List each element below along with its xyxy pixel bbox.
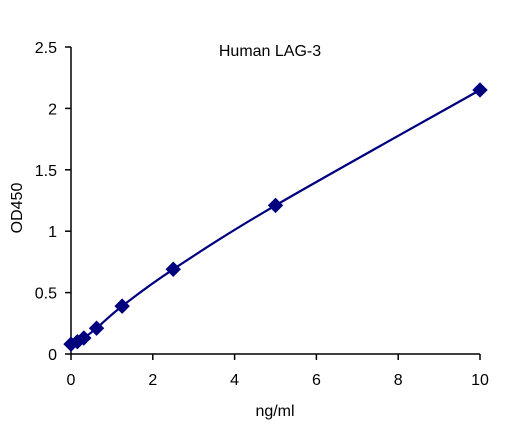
y-tick-label: 1 [48, 224, 57, 241]
chart-title: Human LAG-3 [219, 43, 321, 60]
x-tick-label: 4 [230, 372, 239, 389]
data-point [472, 82, 488, 98]
x-tick-label: 8 [394, 372, 403, 389]
data-point [165, 261, 181, 277]
y-axis-title: OD450 [9, 183, 26, 234]
data-point [76, 330, 92, 346]
y-tick-label: 2 [48, 101, 57, 118]
y-axis-ticks: 0 0.5 1 1.5 2 2.5 [35, 40, 71, 364]
data-points [63, 82, 488, 352]
fit-curve [70, 89, 481, 346]
y-tick-label: 1.5 [35, 163, 57, 180]
x-tick-label: 2 [148, 372, 157, 389]
x-tick-label: 0 [67, 372, 76, 389]
data-point [267, 197, 284, 214]
x-axis-ticks: 0 2 4 6 8 10 [67, 354, 489, 389]
y-tick-label: 2.5 [35, 40, 57, 57]
y-tick-label: 0 [48, 347, 57, 364]
y-tick-label: 0.5 [35, 286, 57, 303]
x-tick-label: 6 [312, 372, 321, 389]
data-point [114, 298, 130, 314]
data-point [88, 320, 105, 336]
x-axis-title: ng/ml [255, 403, 294, 420]
axes [70, 47, 480, 355]
x-tick-label: 10 [471, 372, 489, 389]
